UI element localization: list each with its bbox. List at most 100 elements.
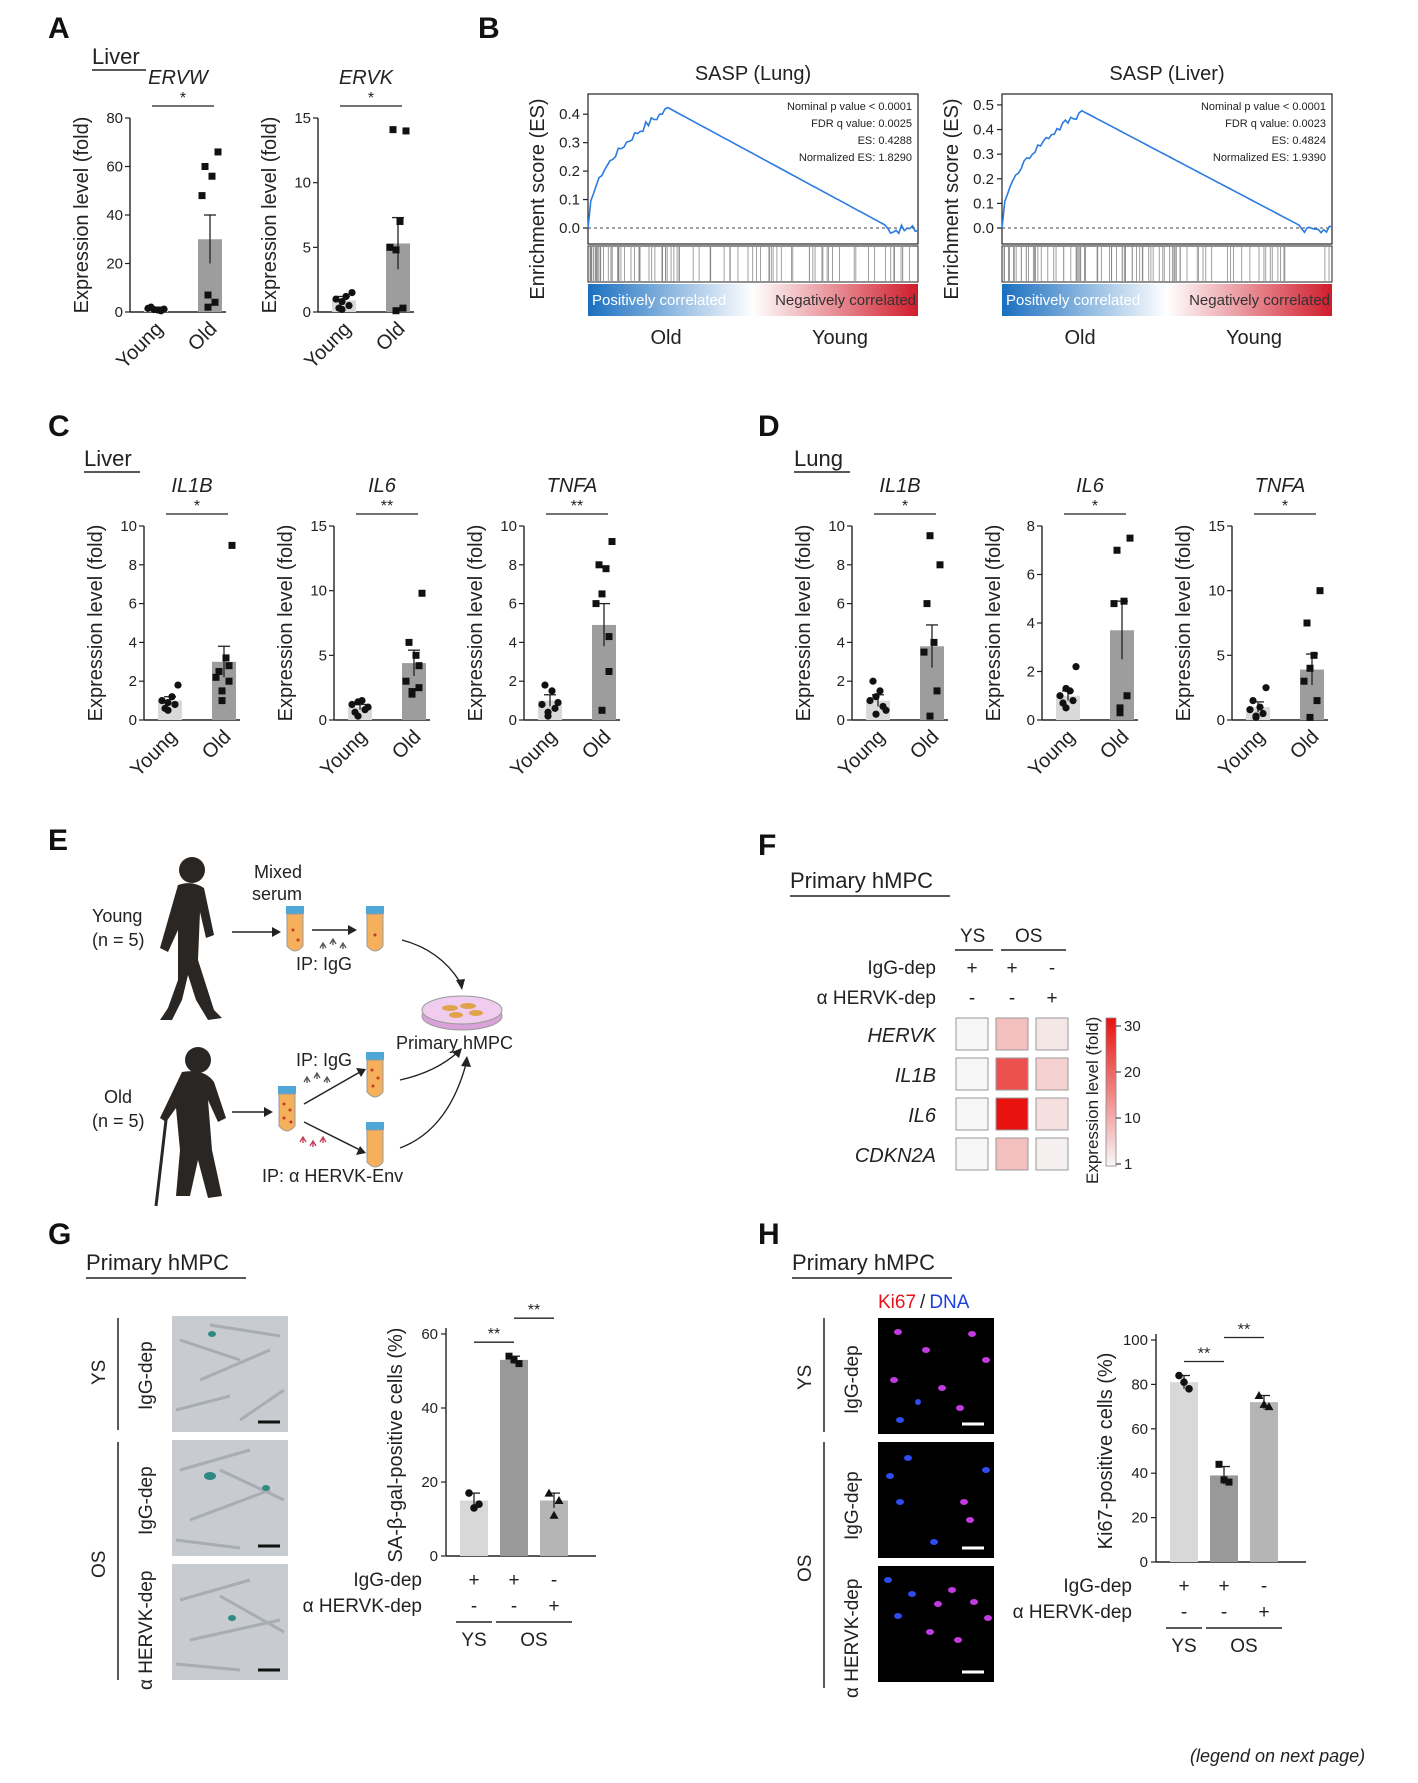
y-tick-label: 0.4	[973, 122, 994, 139]
y-tick-label: 0.1	[559, 192, 580, 209]
scale-label: Expression level (fold)	[1083, 1017, 1102, 1184]
data-point	[592, 600, 600, 608]
chart-gene-title: IL1B	[879, 475, 920, 497]
y-tick-label: 10	[120, 518, 137, 535]
data-point	[465, 1489, 473, 1497]
y-tick-label: 6	[1027, 567, 1035, 584]
gsea-stat: ES: 0.4288	[858, 135, 912, 147]
h-treatment-signs: IgG-dep α HERVK-dep + + - - - + YS OS	[1013, 1576, 1282, 1657]
data-point	[933, 687, 941, 695]
data-point	[544, 708, 552, 716]
heatmap-cell	[995, 1097, 1029, 1131]
data-point	[364, 703, 372, 711]
y-axis-label: Expression level (fold)	[1173, 525, 1195, 722]
data-point	[1110, 600, 1118, 608]
y-tick-label: 0	[509, 712, 517, 729]
x-category-label: Young	[1024, 726, 1079, 781]
chart-g-sabgal: 0 20 40 60 SA-β-gal-positive cells (%) ** **	[385, 1302, 596, 1565]
y-tick-label: 10	[1208, 583, 1225, 600]
data-point	[872, 693, 880, 701]
y-tick-label: 0.0	[973, 220, 994, 237]
data-point	[1256, 703, 1264, 711]
chart-a-ervw: 0 20 40 60 80 ERVW Expression level (fold) Youn…	[71, 67, 226, 373]
y-axis-label: SA-β-gal-positive cells (%)	[385, 1328, 407, 1563]
data-point	[1120, 597, 1128, 605]
fluorescence-os-igg	[878, 1442, 994, 1558]
y-tick-label: 15	[294, 110, 311, 127]
bar	[500, 1359, 528, 1556]
hervk-antibody-icon	[299, 1135, 327, 1147]
y-tick-label: 0.4	[559, 106, 580, 123]
data-point	[215, 668, 223, 675]
x-category-label: Old	[372, 318, 410, 356]
gsea-stat: Normalized ES: 1.9390	[1213, 152, 1326, 164]
heatmap-cell	[995, 1057, 1029, 1091]
data-point	[926, 712, 934, 720]
chart-gene-title: IL1B	[171, 475, 212, 497]
data-point	[1062, 684, 1070, 693]
panel-g: G Primary hMPC YS OS IgG-dep IgG-dep α H…	[48, 1218, 596, 1690]
y-tick-label: 8	[1027, 518, 1035, 535]
significance-marker: **	[1198, 1346, 1210, 1363]
data-point	[1316, 587, 1324, 595]
data-point	[554, 1496, 564, 1504]
stain-ki67: Ki67	[878, 1292, 916, 1313]
y-axis-label: Expression level (fold)	[259, 117, 281, 314]
heatmap-cell	[995, 1017, 1029, 1051]
young-label: Young	[92, 906, 142, 926]
data-point	[168, 693, 176, 701]
data-point	[1259, 1399, 1269, 1408]
f-row-igg-label: IgG-dep	[867, 958, 936, 979]
heatmap-cell	[1035, 1097, 1069, 1131]
x-right-label: Young	[1226, 327, 1282, 349]
data-point	[923, 600, 931, 608]
chart-a-ervk: 0 5 10 15 ERVK Expression level (fold) Young Ol…	[259, 67, 414, 373]
y-tick-label: 4	[1027, 615, 1035, 632]
young-n: (n = 5)	[92, 930, 145, 950]
data-point	[1262, 684, 1270, 692]
data-point	[595, 561, 603, 569]
data-point	[1126, 534, 1134, 542]
data-point	[412, 651, 420, 659]
gsea-stat: Nominal p value < 0.0001	[787, 101, 912, 113]
panel-h: H Primary hMPC Ki67/DNA YS OS IgG-dep Ig…	[758, 1218, 1306, 1698]
data-point	[351, 708, 359, 716]
heatmap-cell	[955, 1097, 989, 1131]
h-row-label: IgG-dep	[842, 1471, 863, 1540]
data-point	[214, 148, 222, 156]
data-point	[605, 668, 613, 675]
data-point	[225, 677, 233, 685]
enrichment-curve	[1001, 109, 1333, 234]
heatmap-cell	[1035, 1137, 1069, 1171]
y-tick-label: 40	[421, 1400, 438, 1417]
group-label: OS	[1230, 1636, 1257, 1657]
y-axis-label: Expression level (fold)	[275, 525, 297, 722]
data-point	[602, 565, 610, 573]
micrograph-os-igg	[172, 1440, 288, 1556]
data-point	[1310, 651, 1318, 659]
heatmap-row-label: HERVK	[867, 1025, 937, 1047]
tube-icon	[366, 906, 384, 952]
panel-label-d: D	[758, 410, 780, 443]
y-tick-label: 8	[837, 557, 845, 574]
heatmap-row-label: CDKN2A	[855, 1145, 936, 1167]
group-label: OS	[520, 1630, 547, 1651]
stain-slash: /	[920, 1292, 926, 1313]
bar	[1170, 1382, 1198, 1562]
data-point	[392, 246, 400, 254]
y-tick-label: 6	[509, 596, 517, 613]
x-category-label: Young	[126, 726, 181, 781]
heatmap-cell	[955, 1057, 989, 1091]
tube-icon	[366, 1052, 384, 1098]
data-point	[470, 1504, 478, 1512]
y-tick-label: 20	[421, 1474, 438, 1491]
y-tick-label: 0.2	[973, 171, 994, 188]
data-point	[342, 292, 350, 301]
treatment-sign: -	[969, 988, 975, 1009]
y-tick-label: 0	[1027, 712, 1035, 729]
data-point	[1252, 712, 1260, 720]
y-tick-label: 8	[509, 557, 517, 574]
target-label: Primary hMPC	[396, 1033, 513, 1053]
y-tick-label: 0	[319, 712, 327, 729]
